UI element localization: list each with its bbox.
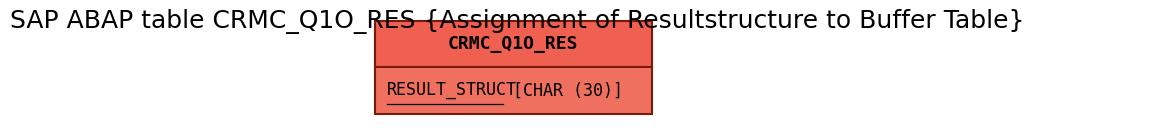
FancyBboxPatch shape [374,67,651,114]
Text: CRMC_Q1O_RES: CRMC_Q1O_RES [448,35,579,53]
FancyBboxPatch shape [374,21,651,67]
Text: RESULT_STRUCT: RESULT_STRUCT [387,81,517,99]
Text: SAP ABAP table CRMC_Q1O_RES {Assignment of Resultstructure to Buffer Table}: SAP ABAP table CRMC_Q1O_RES {Assignment … [10,9,1024,34]
Text: [CHAR (30)]: [CHAR (30)] [502,81,623,99]
